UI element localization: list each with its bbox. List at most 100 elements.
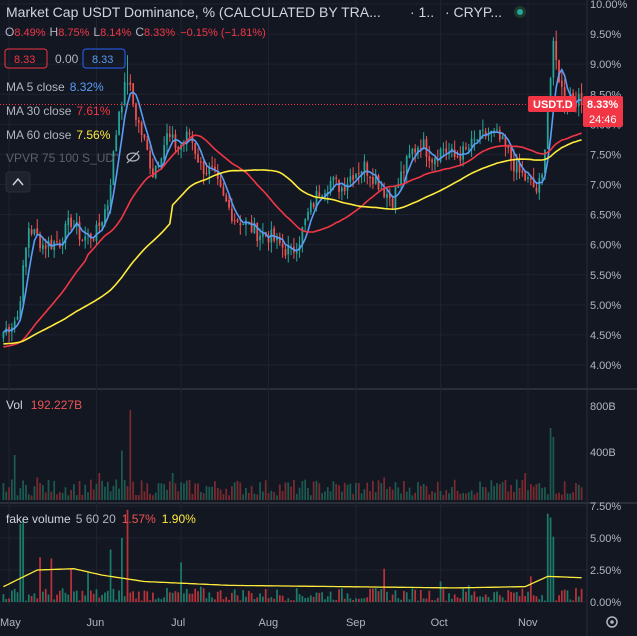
volume-bar (216, 487, 219, 500)
volume-bar (132, 481, 135, 500)
fake-volume-bar (191, 593, 194, 602)
time-axis[interactable]: May Jun Jul Aug Sep Oct Nov (0, 617, 538, 629)
fake-volume-bar (541, 595, 543, 602)
fake-volume-bar (194, 588, 197, 602)
interval-label[interactable]: · 1.. (410, 4, 434, 20)
candle-body (301, 227, 304, 245)
fake-volume-bar (264, 588, 267, 602)
candle-body (50, 239, 53, 249)
volume-bar (115, 479, 118, 500)
volume-bar (61, 493, 64, 500)
candle-body (403, 171, 405, 173)
fake-volume-bar (515, 592, 518, 602)
volume-bar (112, 485, 115, 500)
volume-bar (228, 495, 230, 500)
fake-volume-bar (372, 588, 374, 602)
candle-body (442, 149, 445, 151)
symbol-title[interactable]: Market Cap USDT Dominance, % (CALCULATED… (6, 4, 381, 20)
volume-pane[interactable] (2, 410, 583, 500)
ohlc-row: O8.49% H8.75% L8.14% C8.33% −0.15% (−1.81%) (5, 25, 266, 39)
volume-bar (434, 492, 436, 500)
candle-body (309, 202, 312, 213)
time-tick-label: Jul (171, 617, 185, 629)
chevron-up-icon (12, 177, 24, 186)
candle-body (321, 196, 323, 198)
volume-bar (476, 492, 479, 500)
fake-volume-bar (496, 591, 498, 602)
ma30-legend[interactable]: MA 30 close 7.61% (6, 104, 111, 118)
fake-volume-bar (247, 590, 250, 602)
volume-bar (484, 487, 487, 500)
ma60-legend[interactable]: MA 60 close 7.56% (6, 128, 111, 142)
price-pane[interactable] (2, 30, 583, 348)
volume-bar (580, 487, 583, 500)
price-tag (583, 96, 623, 127)
visibility-off-icon[interactable] (126, 150, 140, 164)
fake-volume-bar (527, 591, 529, 602)
candle-body (143, 134, 146, 139)
exchange-label[interactable]: · CRYP... (445, 4, 502, 20)
volume-bar (380, 483, 383, 500)
volume-bar (267, 493, 270, 500)
sell-button[interactable] (4, 48, 48, 69)
collapse-legend-button[interactable] (5, 171, 31, 193)
volume-bar (374, 492, 377, 500)
ma5-legend[interactable]: MA 5 close 8.32% (6, 80, 104, 94)
candle-body (211, 165, 213, 167)
vol-pane-legend[interactable]: Vol 192.227B (6, 398, 82, 412)
candle-body (411, 149, 414, 155)
candle-body (242, 223, 245, 225)
fake-volume-bar (106, 590, 109, 602)
fake-volume-bar (177, 592, 180, 602)
fake-volume-bar (256, 597, 259, 602)
time-tick-label: Jun (86, 617, 104, 629)
fake-volume-bar (188, 593, 191, 602)
volume-bar (25, 484, 27, 500)
volume-bar (535, 484, 538, 500)
volume-bar (527, 490, 529, 500)
candle-body (377, 175, 380, 190)
fake-volume-pane[interactable] (2, 509, 583, 602)
volume-bar (137, 495, 140, 500)
volume-bar (276, 495, 278, 500)
fake-volume-bar (442, 589, 445, 602)
volume-bar (180, 482, 182, 500)
fake-volume-legend[interactable]: fake volume 5 60 20 1.57% 1.90% (6, 512, 196, 526)
candle-body (349, 176, 352, 183)
candle-body (527, 177, 529, 179)
volume-bar (507, 491, 510, 500)
volume-bar (456, 490, 459, 500)
fake-volume-bar (262, 596, 264, 602)
price-tick-label: 10.00% (590, 0, 628, 11)
price-tick-label: 6.00% (590, 240, 621, 252)
fake-volume-bar (56, 594, 58, 602)
candle-body (284, 249, 287, 256)
candle-body (498, 130, 501, 140)
volume-bar (39, 483, 41, 500)
price-axis[interactable]: 4.00% 4.50% 5.00% 5.50% 6.00% 6.50% 7.00% 7.50%… (590, 0, 628, 609)
volume-bar (524, 473, 527, 500)
volume-bar (293, 479, 295, 500)
volume-bar (53, 480, 56, 500)
fake-volume-bar (225, 596, 228, 602)
fake-volume-bar (115, 599, 118, 602)
volume-bar (428, 494, 431, 500)
fake-volume-bar (391, 594, 394, 602)
volume-bar (58, 491, 61, 500)
candle-body (109, 185, 112, 207)
candle-body (56, 241, 58, 243)
fake-volume-bar (2, 594, 5, 602)
settings-gear-icon[interactable] (606, 616, 618, 628)
vpvr-legend[interactable]: VPVR 75 100 S_UD" (6, 151, 118, 165)
fake-volume-bar (538, 599, 541, 602)
fake-volume-bar (560, 590, 563, 602)
buy-button[interactable] (82, 48, 126, 69)
volume-bar (36, 477, 39, 500)
candle-body (532, 178, 535, 188)
fake-volume-bar (366, 597, 369, 602)
candle-body (225, 195, 228, 202)
fake-volume-bar (476, 596, 479, 602)
volume-bar (126, 486, 129, 500)
fake-volume-bar (380, 589, 383, 602)
